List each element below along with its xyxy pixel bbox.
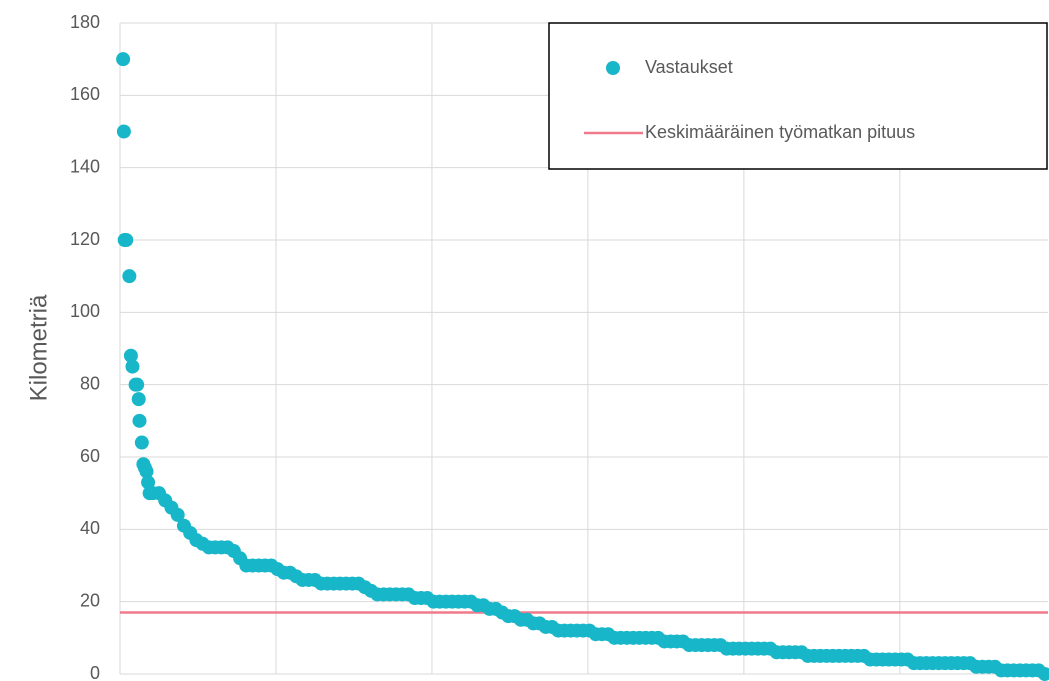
data-point [170, 507, 185, 522]
data-point [139, 464, 154, 479]
data-point [119, 233, 134, 247]
legend-box [548, 22, 1048, 170]
y-tick-label: 180 [70, 12, 100, 32]
data-point [141, 475, 156, 490]
data-point [130, 377, 145, 392]
y-tick-label: 40 [80, 518, 100, 538]
y-tick-label: 20 [80, 590, 100, 610]
data-point [132, 413, 147, 428]
y-tick-label: 60 [80, 446, 100, 466]
data-point [122, 269, 137, 284]
data-point [125, 359, 140, 374]
data-point [116, 52, 131, 67]
data-point [123, 348, 138, 363]
y-tick-label: 160 [70, 84, 100, 104]
y-tick-label: 0 [90, 663, 100, 681]
data-point [131, 392, 146, 407]
data-point [1037, 667, 1049, 681]
legend-label: Vastaukset [645, 57, 733, 77]
y-tick-label: 120 [70, 229, 100, 249]
legend-label: Keskimääräinen työmatkan pituus [645, 122, 915, 142]
data-point [134, 435, 149, 450]
legend-marker [606, 61, 620, 75]
y-tick-label: 140 [70, 156, 100, 176]
y-tick-label: 100 [70, 301, 100, 321]
data-point [116, 124, 131, 139]
y-axis-label: Kilometriä [25, 294, 52, 401]
y-tick-label: 80 [80, 373, 100, 393]
